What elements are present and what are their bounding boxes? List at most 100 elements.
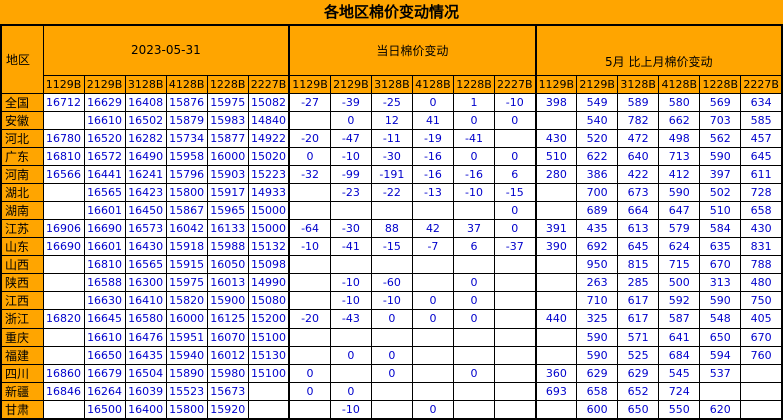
value-cell: 600	[576, 399, 619, 420]
value-cell: -10	[370, 291, 413, 311]
value-cell	[288, 327, 331, 347]
value-cell	[42, 399, 85, 420]
value-cell: 831	[740, 237, 783, 257]
value-cell: 0	[411, 92, 454, 112]
value-cell: 0	[288, 146, 331, 166]
value-cell: 0	[329, 345, 372, 365]
value-cell: 386	[576, 164, 619, 184]
value-cell: 16039	[124, 381, 167, 401]
value-cell: 435	[576, 219, 619, 239]
value-cell	[411, 200, 454, 221]
value-cell	[288, 345, 331, 365]
value-cell: -47	[329, 128, 372, 148]
value-cell: 590	[576, 345, 619, 365]
value-cell	[288, 399, 331, 420]
value-cell: 16423	[124, 182, 167, 202]
value-cell	[740, 381, 783, 401]
value-cell: 16000	[206, 146, 249, 166]
value-cell: 16601	[83, 237, 126, 257]
value-cell: 700	[576, 182, 619, 202]
value-cell: 16490	[124, 146, 167, 166]
value-cell: 641	[658, 327, 701, 347]
value-cell: -7	[411, 237, 454, 257]
value-cell: 472	[617, 128, 660, 148]
value-cell: 1	[452, 92, 496, 112]
value-cell: 391	[534, 219, 578, 239]
group-header-date: 2023-05-31	[42, 24, 290, 76]
column-header: 2227B	[247, 74, 290, 94]
value-cell: -10	[329, 399, 372, 420]
value-cell	[411, 363, 454, 383]
value-cell: 16650	[83, 345, 126, 365]
value-cell: 0	[370, 345, 413, 365]
value-cell: 15800	[165, 182, 208, 202]
value-cell	[699, 381, 742, 401]
value-cell	[534, 345, 578, 365]
table-row: 福建 16650 16435 15940 16012 15130 0 0 590 525 684 59…	[0, 345, 783, 365]
value-cell: 16630	[83, 291, 126, 311]
value-cell: 590	[658, 182, 701, 202]
value-cell: -23	[329, 182, 372, 202]
value-cell: 16810	[42, 146, 85, 166]
column-header: 3128B	[124, 74, 167, 94]
value-cell: 15820	[165, 291, 208, 311]
value-cell: 670	[740, 327, 783, 347]
table-row: 陕西 16588 16300 15975 16013 14990 -10 -60 0 263 285…	[0, 273, 783, 293]
value-cell	[494, 291, 537, 311]
value-cell	[370, 399, 413, 420]
value-cell: 15879	[165, 110, 208, 130]
value-cell	[288, 291, 331, 311]
value-cell	[288, 110, 331, 130]
value-cell: 684	[658, 345, 701, 365]
value-cell: 16588	[83, 273, 126, 293]
value-cell: 16573	[124, 219, 167, 239]
value-cell	[42, 200, 85, 221]
value-cell: -22	[370, 182, 413, 202]
value-cell	[329, 200, 372, 221]
value-cell	[42, 110, 85, 130]
table-row: 广东 16810 16572 16490 15958 16000 15020 0 -10 -30-…	[0, 146, 783, 166]
column-header: 4128B	[411, 74, 454, 94]
value-cell: 16125	[206, 309, 249, 329]
value-cell: 14840	[247, 110, 290, 130]
value-cell	[452, 399, 496, 420]
value-cell: 14990	[247, 273, 290, 293]
value-cell: 16520	[83, 128, 126, 148]
value-cell: 590	[699, 291, 742, 311]
region-cell: 陕西	[0, 273, 44, 293]
value-cell: 579	[658, 219, 701, 239]
value-cell: -41	[329, 237, 372, 257]
value-cell	[329, 363, 372, 383]
value-cell	[494, 128, 537, 148]
value-cell: 562	[699, 128, 742, 148]
value-cell: 15796	[165, 164, 208, 184]
value-cell: 760	[740, 345, 783, 365]
value-cell	[534, 110, 578, 130]
value-cell: 650	[699, 327, 742, 347]
value-cell: 37	[452, 219, 496, 239]
value-cell: 15903	[206, 164, 249, 184]
value-cell: 652	[617, 381, 660, 401]
value-cell: 498	[658, 128, 701, 148]
value-cell: 0	[452, 309, 496, 329]
value-cell	[329, 255, 372, 275]
value-cell: -20	[288, 128, 331, 148]
table-row: 安徽 16610 16502 15879 15983 14840 0 12 41 0 0 540 782…	[0, 110, 783, 130]
region-cell: 河北	[0, 128, 44, 148]
value-cell	[288, 255, 331, 275]
value-cell: 750	[740, 291, 783, 311]
value-cell: 15917	[206, 182, 249, 202]
value-cell: 549	[576, 92, 619, 112]
value-cell: -30	[329, 219, 372, 239]
value-cell: -15	[494, 182, 537, 202]
column-header: 2129B	[83, 74, 126, 94]
column-header: 3128B	[370, 74, 413, 94]
value-cell: 457	[740, 128, 783, 148]
value-cell: 16690	[42, 237, 85, 257]
value-cell	[411, 345, 454, 365]
value-cell: 16264	[83, 381, 126, 401]
table-row: 山西 16810 16565 15915 16050 15098 950 815 715 670 7…	[0, 255, 783, 275]
region-cell: 山东	[0, 237, 44, 257]
value-cell: 640	[617, 146, 660, 166]
value-cell: 16629	[83, 92, 126, 112]
